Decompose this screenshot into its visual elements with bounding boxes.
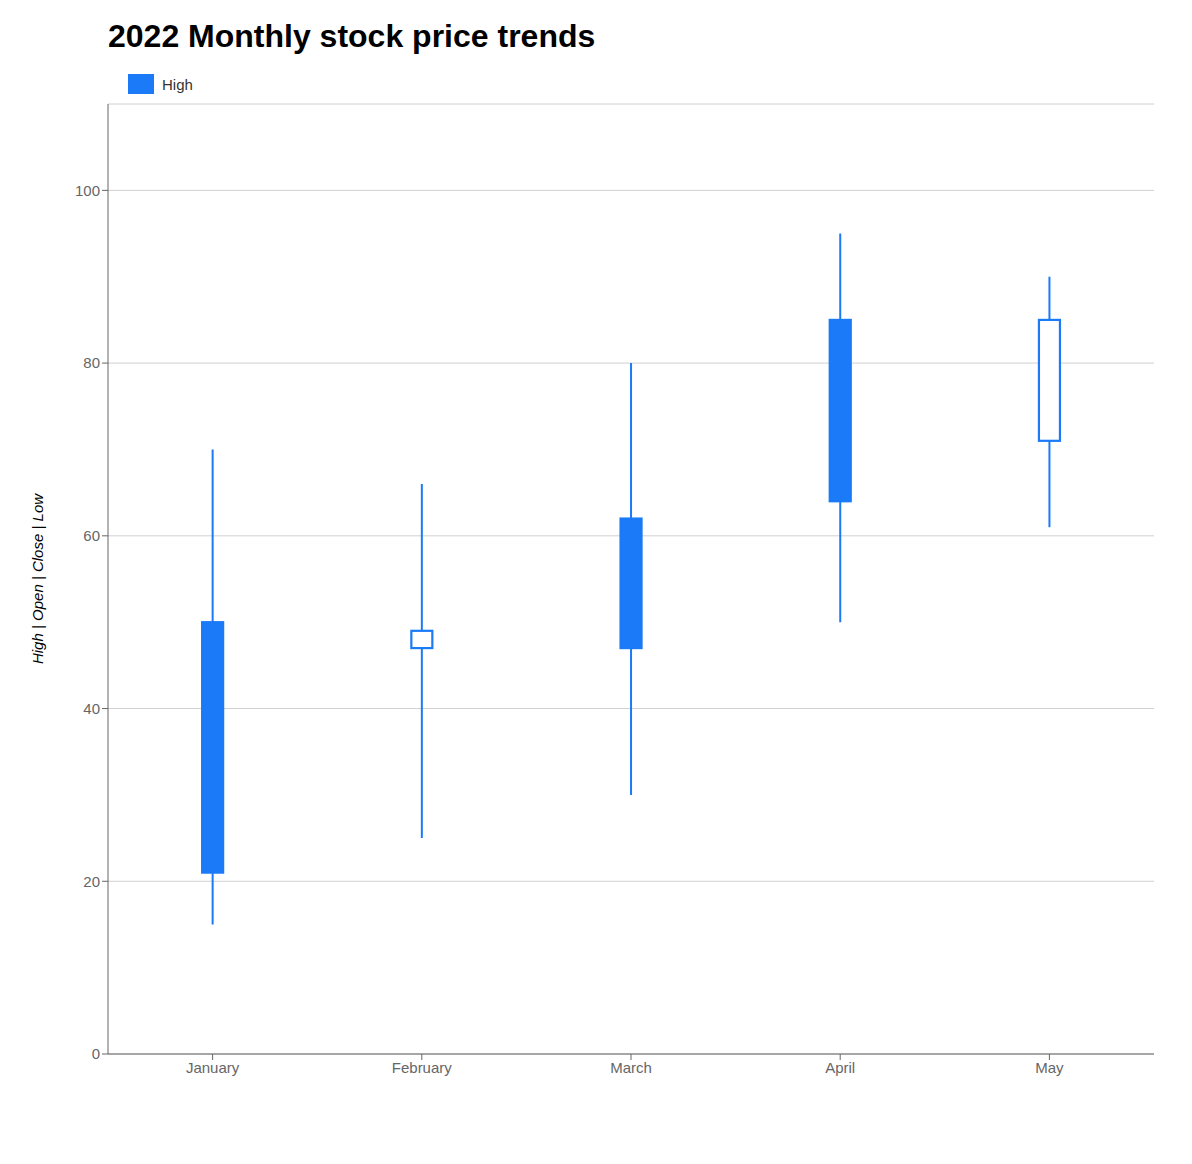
svg-text:60: 60	[83, 527, 100, 544]
html-text:High: High	[162, 75, 193, 93]
svg-text:March: March	[610, 1059, 652, 1076]
svg-text:High | Open | Close | Low: High | Open | Close | Low	[29, 493, 46, 664]
svg-text:May: May	[1035, 1059, 1064, 1076]
html-text:2022 Monthly stock price trend: 2022 Monthly stock price trends	[108, 18, 596, 54]
svg-text:80: 80	[83, 354, 100, 371]
svg-text:40: 40	[83, 700, 100, 717]
svg-text:0: 0	[92, 1045, 100, 1062]
svg-text:April: April	[825, 1059, 855, 1076]
svg-text:100: 100	[75, 182, 100, 199]
svg-text:January: January	[186, 1059, 240, 1076]
svg-text:February: February	[392, 1059, 453, 1076]
svg-text:20: 20	[83, 873, 100, 890]
